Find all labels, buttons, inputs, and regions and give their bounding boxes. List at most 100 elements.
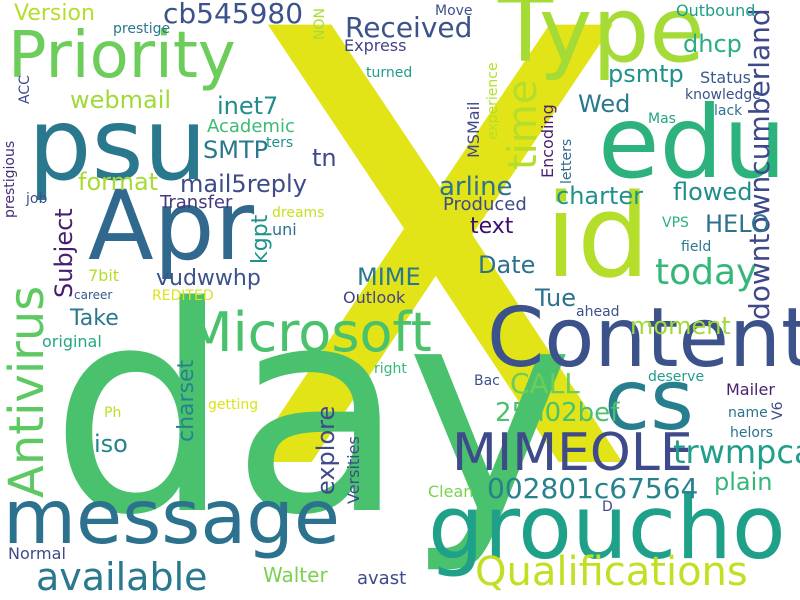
word-x: X [230, 0, 642, 600]
word-uni: uni [272, 220, 297, 239]
word-prestigious: prestigious [2, 140, 18, 218]
word-tue: Tue [535, 284, 576, 312]
word-versities: Versities [344, 436, 363, 504]
word-ph: Ph [104, 405, 122, 421]
word-downtowncumberland: downtowncumberland [743, 8, 776, 320]
word-subject: Subject [50, 208, 78, 298]
word-lack: lack [714, 103, 743, 119]
word-transfer: Transfer [160, 192, 233, 213]
word-wed: Wed [578, 90, 631, 118]
word-non: NON [312, 8, 328, 40]
word-available: available [36, 555, 208, 599]
word-text: text [470, 214, 514, 239]
word-bac: Bac [474, 373, 500, 389]
word-charter: charter [556, 182, 644, 210]
word-getting: getting [208, 397, 259, 413]
word-job: job [26, 191, 48, 207]
word-mail5reply: mail5reply [180, 170, 307, 198]
word-25d02bef: 25d02bef [495, 398, 620, 428]
word-psmtp: psmtp [608, 60, 684, 88]
word-outlook: Outlook [343, 288, 406, 307]
word-content: Content [487, 291, 800, 386]
word-charset: charset [174, 359, 199, 442]
word-encoding: Encoding [538, 104, 557, 178]
word-7bit: 7bit [88, 266, 120, 285]
word-microsoft: Microsoft [186, 301, 432, 364]
word-dhcp: dhcp [683, 30, 742, 58]
word-trwmpca: trwmpca [673, 433, 800, 471]
word-walter: Walter [263, 563, 328, 587]
word-original: original [42, 332, 102, 351]
word-day: day [50, 246, 575, 578]
word-d: D [602, 499, 613, 515]
word-date: Date [478, 251, 536, 279]
word-smtp: SMTP [203, 136, 269, 164]
word-msmail: MSMail [464, 101, 483, 158]
word-deserve: deserve [648, 369, 705, 385]
word-kgpt: kgpt [248, 214, 273, 264]
word-type: Type [498, 0, 705, 83]
word-right: right [374, 361, 407, 377]
word-message: message [3, 473, 341, 561]
word-time: time [500, 79, 546, 170]
word-call: CALL [510, 367, 580, 400]
word-avast: avast [357, 568, 407, 589]
word-helors: helors [730, 425, 773, 441]
word-inet7: inet7 [217, 92, 279, 120]
word-dreams: dreams [272, 205, 325, 221]
word-v6: V6 [770, 401, 786, 420]
word-mas: Mas [648, 111, 676, 127]
word-clean: Clean [428, 482, 474, 501]
word-flowed: flowed [673, 178, 753, 206]
word-today: today [655, 252, 758, 293]
word-acc: ACC [17, 75, 33, 104]
word-tn: tn [312, 144, 337, 172]
word-ahead: ahead [576, 304, 620, 320]
word-field: field [681, 239, 712, 255]
word-plain: plain [714, 468, 773, 496]
word-arline: arline [439, 172, 513, 202]
word-id: id [545, 170, 650, 304]
word-outbound: Outbound [676, 1, 756, 20]
word-turned: turned [366, 65, 413, 81]
word-priority: Priority [8, 19, 236, 93]
word-iso: iso [94, 430, 128, 458]
word-002801c67564: 002801c67564 [487, 472, 699, 505]
word-cb545980: cb545980 [163, 0, 304, 30]
word-normal: Normal [8, 544, 66, 563]
word-helo: HELO [705, 210, 770, 238]
word-received: Received [345, 11, 473, 44]
word-format: format [78, 168, 159, 196]
word-redited: REDITED [152, 288, 214, 304]
word-letters: letters [559, 138, 575, 184]
word-apr: Apr [88, 170, 255, 282]
word-academic: Academic [207, 116, 295, 137]
word-take: Take [70, 306, 119, 331]
word-edu: edu [598, 84, 787, 201]
word-psu: psu [28, 86, 207, 203]
word-mailer: Mailer [726, 380, 775, 399]
word-move: Move [435, 3, 473, 19]
word-antivirus: Antivirus [0, 285, 55, 498]
word-vudwwhp: vudwwhp [156, 266, 261, 291]
word-vps: VPS [662, 215, 689, 231]
word-mimeole: MIMEOLE [452, 423, 693, 483]
word-groucho: groucho [428, 476, 786, 579]
word-knowledge: knowledge [685, 87, 761, 103]
word-status: Status [700, 68, 751, 87]
word-name: name [728, 405, 768, 421]
word-moment: moment [630, 312, 731, 340]
word-experience: experience [485, 62, 501, 140]
word-career: career [74, 288, 113, 302]
word-cs: cs [604, 351, 694, 449]
word-qualifications: Qualifications [475, 549, 748, 595]
word-explore: explore [312, 405, 340, 495]
word-mime: MIME [357, 263, 421, 291]
word-produced: Produced [443, 194, 527, 215]
word-prestige: prestige [113, 21, 171, 37]
word-version: Version [14, 1, 95, 26]
word-webmail: webmail [70, 86, 172, 114]
word-ters: ters [266, 135, 294, 151]
word-express: Express [344, 36, 407, 55]
